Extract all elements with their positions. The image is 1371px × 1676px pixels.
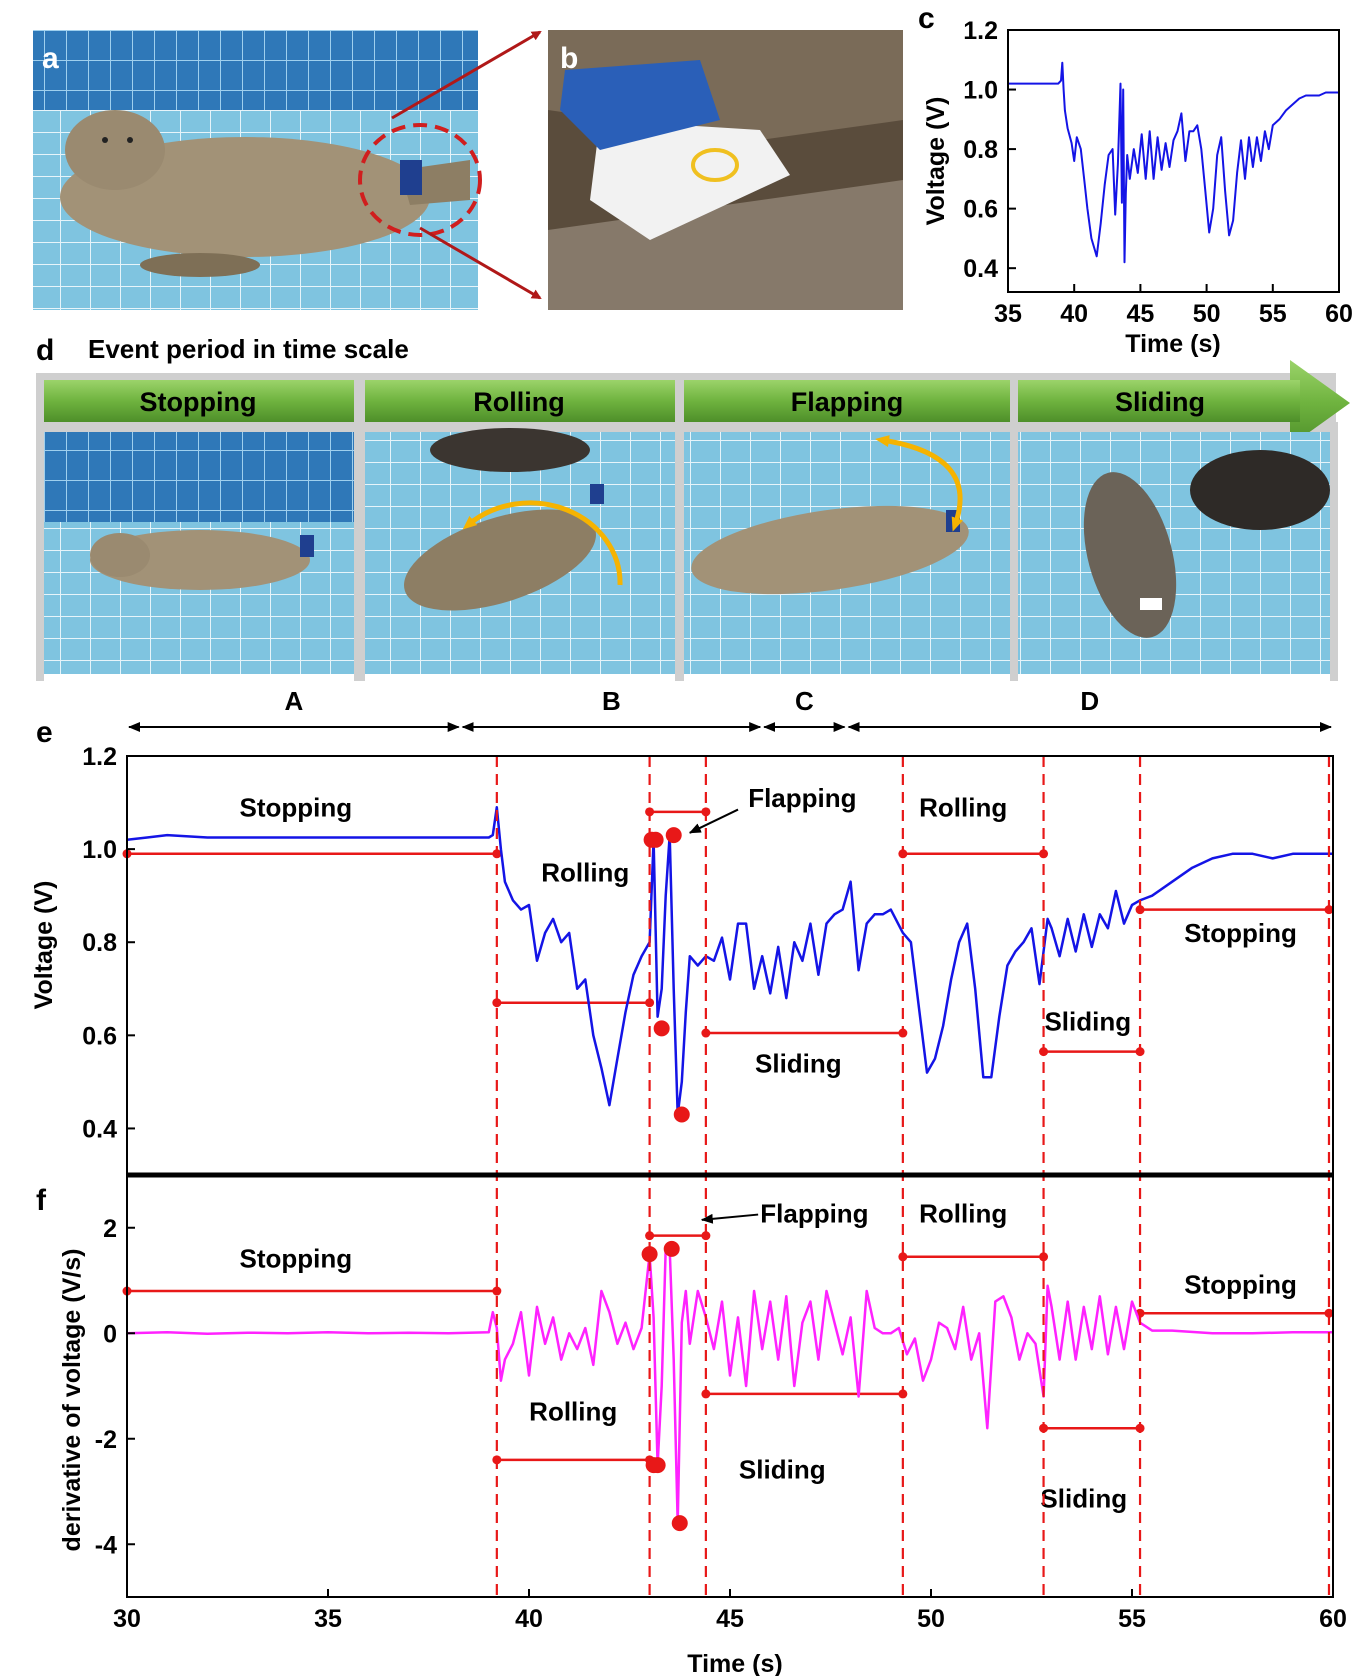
photo-rolling	[365, 428, 675, 674]
peak-marker	[663, 1240, 680, 1257]
f-derivative-line	[126, 1247, 1333, 1525]
photo-a	[33, 30, 478, 310]
c-xtick-label: 45	[1126, 300, 1154, 328]
c-xtick-label: 60	[1325, 300, 1353, 328]
event-sliding-label: Sliding	[1115, 387, 1205, 417]
chart-c: 35 40 45 50 55 60 0.4 0.6 0.8 1.0 1.2 Time (s) Vo…	[922, 17, 1353, 358]
segment-label-c: C	[795, 686, 814, 716]
photo-sliding	[1018, 432, 1330, 674]
event-bar-end	[701, 1231, 711, 1241]
panel-label-b: b	[560, 42, 578, 75]
annotation-rolling: Rolling	[541, 858, 629, 888]
c-ytick-label: 1.2	[963, 17, 998, 45]
panel-label-d: d	[36, 334, 54, 367]
event-rolling-label: Rolling	[473, 387, 564, 417]
f-y-axis-label: derivative of voltage (V/s)	[58, 1249, 86, 1552]
c-xtick-label: 35	[994, 300, 1022, 328]
c-x-axis-label: Time (s)	[1125, 330, 1220, 358]
peak-marker	[649, 1457, 666, 1474]
c-xtick-label: 55	[1259, 300, 1287, 328]
annotation-flapping: Flapping	[760, 1198, 868, 1228]
c-ytick-label: 0.8	[963, 136, 998, 164]
segment-arrows: A B C D	[128, 686, 1332, 732]
c-voltage-line	[1008, 61, 1339, 264]
e-ytick-label: 1.2	[82, 743, 117, 771]
chart-f: Stopping Rolling Flapping Rolling Stopping Sl…	[58, 1198, 1347, 1676]
segment-label-b: B	[602, 686, 621, 716]
annotation-rolling: Rolling	[919, 793, 1007, 823]
annotation-sliding: Sliding	[1044, 1007, 1131, 1037]
panel-label-f: f	[36, 1184, 47, 1217]
f-xtick-label: 30	[113, 1605, 141, 1633]
e-ytick-label: 1.0	[82, 836, 117, 864]
event-bar-end	[492, 1286, 502, 1296]
f-xtick-label: 35	[314, 1605, 342, 1633]
f-ytick-label: 0	[103, 1320, 117, 1348]
c-xtick-label: 50	[1193, 300, 1221, 328]
f-xtick-label: 40	[515, 1605, 543, 1633]
f-ytick-label: 2	[103, 1215, 117, 1243]
zoom-arrow-top	[391, 30, 542, 120]
panel-d-title: Event period in time scale	[88, 334, 409, 364]
event-bar-end	[645, 1231, 655, 1241]
timeline-banner	[36, 360, 1350, 681]
f-ytick-label: -4	[95, 1531, 117, 1559]
f-xtick-label: 45	[716, 1605, 744, 1633]
peak-marker	[671, 1515, 688, 1532]
e-ytick-label: 0.6	[82, 1022, 117, 1050]
f-x-axis-label: Time (s)	[687, 1650, 782, 1676]
event-bar-end	[1039, 1252, 1049, 1262]
c-ytick-label: 0.4	[963, 255, 998, 283]
f-ytick-label: -2	[95, 1426, 117, 1454]
c-ytick-label: 1.0	[963, 77, 998, 105]
e-ytick-label: 0.4	[82, 1115, 117, 1143]
peak-marker	[673, 1106, 690, 1123]
e-flapping-pointer	[688, 808, 739, 834]
zoom-arrow-bottom	[419, 226, 542, 300]
c-xtick-label: 40	[1060, 300, 1088, 328]
c-y-axis-label: Voltage (V)	[922, 97, 950, 226]
e-ytick-label: 0.8	[82, 929, 117, 957]
peak-marker	[641, 1246, 658, 1263]
annotation-flapping: Flapping	[748, 783, 856, 813]
photo-flapping	[684, 432, 1010, 674]
f-xtick-label: 50	[917, 1605, 945, 1633]
c-ytick-label: 0.6	[963, 196, 998, 224]
event-bar-end	[645, 998, 655, 1008]
annotation-stopping: Stopping	[240, 1243, 353, 1273]
annotation-sliding: Sliding	[1040, 1483, 1127, 1513]
f-xtick-label: 55	[1118, 1605, 1146, 1633]
event-flapping-label: Flapping	[791, 387, 903, 417]
photo-b	[548, 30, 903, 310]
annotation-stopping: Stopping	[240, 793, 353, 823]
event-bar-end	[1324, 1308, 1334, 1318]
panel-label-c: c	[918, 2, 935, 35]
event-stopping-label: Stopping	[140, 387, 257, 417]
annotation-rolling: Rolling	[529, 1396, 617, 1426]
chart-f-frame	[126, 1174, 1334, 1598]
segment-label-a: A	[284, 686, 303, 716]
peak-marker	[665, 827, 682, 844]
annotation-stopping: Stopping	[1184, 918, 1297, 948]
chart-e: Stopping Rolling Flapping Rolling Stopping Sl…	[30, 743, 1334, 1143]
annotation-sliding: Sliding	[755, 1049, 842, 1079]
f-flapping-pointer	[700, 1213, 759, 1224]
event-bar-end	[492, 998, 502, 1008]
peak-marker	[653, 1020, 670, 1037]
panel-label-e: e	[36, 716, 53, 749]
annotation-rolling: Rolling	[919, 1198, 1007, 1228]
annotation-sliding: Sliding	[739, 1454, 826, 1484]
highlight-circle	[358, 123, 482, 237]
panel-label-a: a	[42, 42, 59, 75]
annotation-stopping: Stopping	[1184, 1270, 1297, 1300]
f-xtick-label: 60	[1319, 1605, 1347, 1633]
e-voltage-line	[126, 805, 1333, 1116]
event-bar-end	[898, 1252, 908, 1262]
photo-stopping	[44, 432, 354, 674]
e-y-axis-label: Voltage (V)	[30, 881, 58, 1010]
peak-marker	[647, 831, 664, 848]
segment-label-d: D	[1080, 686, 1099, 716]
